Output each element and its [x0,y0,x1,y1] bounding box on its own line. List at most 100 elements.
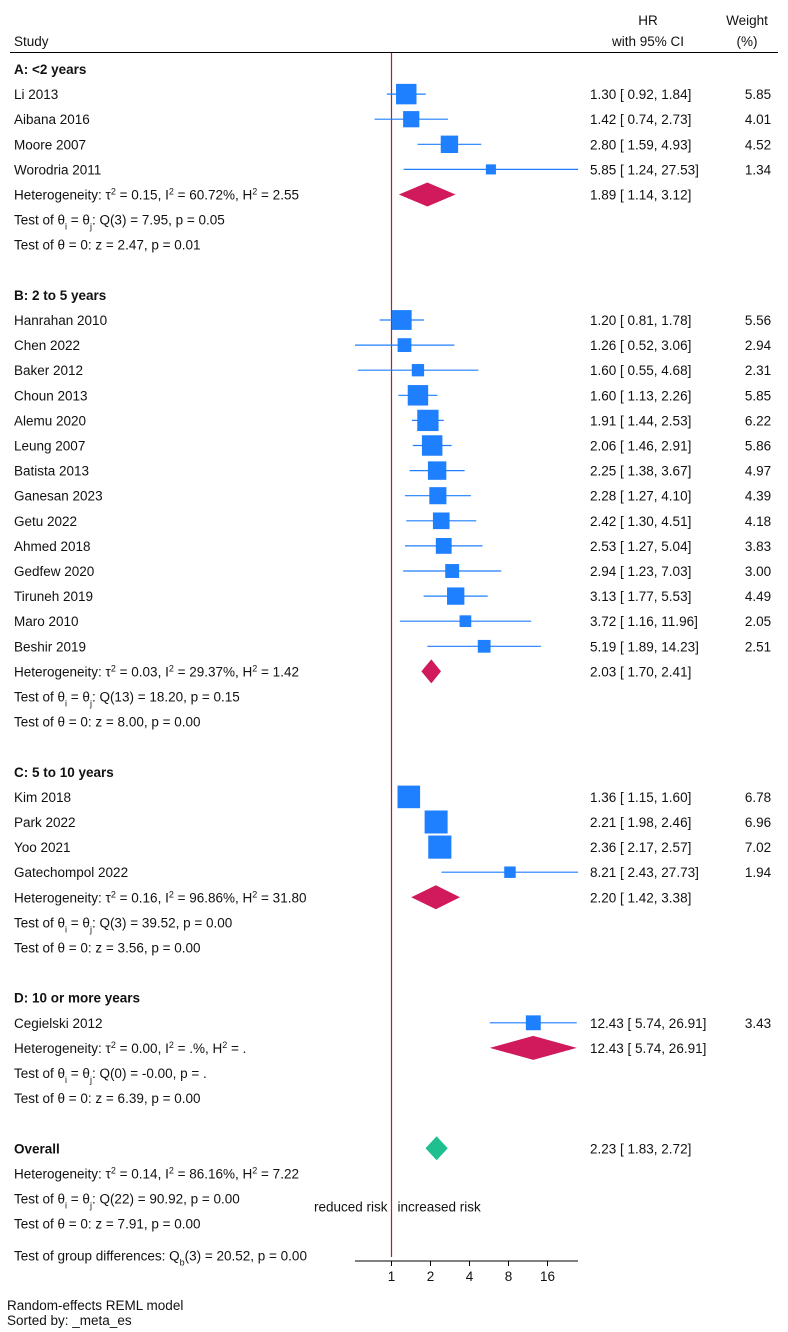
study-marker [440,135,459,153]
study-hr-ci: 2.36 [ 2.17, 2.57] [590,840,691,855]
study-marker [407,385,429,406]
study-label: Getu 2022 [14,514,77,529]
study-hr-ci: 1.91 [ 1.44, 2.53] [590,413,691,428]
study-marker [432,512,450,530]
study-marker [421,435,443,456]
group-heterogeneity: Heterogeneity: τ2 = 0.16, I2 = 96.86%, H… [14,889,306,905]
study-hr-ci: 1.36 [ 1.15, 1.60] [590,790,691,805]
study-weight: 5.85 [745,388,771,403]
study-weight: 4.39 [745,489,771,504]
study-label: Chen 2022 [14,338,80,353]
header-ci: with 95% CI [611,34,684,49]
study-weight: 2.51 [745,639,771,654]
study-label: Gatechompol 2022 [14,865,128,880]
study-weight: 2.31 [745,363,771,378]
study-hr-ci: 1.42 [ 0.74, 2.73] [590,112,691,127]
study-marker [427,461,447,480]
group-label: D: 10 or more years [14,991,140,1006]
study-hr-ci: 2.53 [ 1.27, 5.04] [590,539,691,554]
study-marker [424,810,448,834]
study-weight: 1.94 [745,865,772,880]
group-heterogeneity: Heterogeneity: τ2 = 0.00, I2 = .%, H2 = … [14,1040,246,1056]
study-weight: 4.49 [745,589,771,604]
study-label: Yoo 2021 [14,840,71,855]
study-label: Beshir 2019 [14,639,86,654]
study-marker [447,587,465,605]
direction-right: increased risk [398,1200,482,1215]
overall-diamond [425,1136,448,1161]
header-weight: Weight [726,13,768,28]
model-note: Random-effects REML model [7,1298,184,1313]
study-weight: 6.78 [745,790,771,805]
group-label: C: 5 to 10 years [14,765,114,780]
x-tick-label: 8 [505,1269,513,1284]
x-tick-label: 1 [388,1269,396,1284]
study-marker [477,639,491,653]
group-label: A: <2 years [14,62,86,77]
study-marker [396,83,417,105]
study-label: Worodria 2011 [14,162,101,177]
group-heterogeneity: Heterogeneity: τ2 = 0.03, I2 = 29.37%, H… [14,663,299,679]
group-q-test: Test of θi = θj: Q(3) = 7.95, p = 0.05 [14,213,225,232]
study-hr-ci: 1.26 [ 0.52, 3.06] [590,338,691,353]
study-label: Li 2013 [14,87,58,102]
study-marker [417,409,439,432]
subgroup-hr-ci: 12.43 [ 5.74, 26.91] [590,1041,706,1056]
study-label: Batista 2013 [14,464,89,479]
study-hr-ci: 1.60 [ 1.13, 2.26] [590,388,691,403]
study-weight: 6.22 [745,413,771,428]
study-weight: 1.34 [745,162,772,177]
study-weight: 6.96 [745,815,771,830]
sort-note: Sorted by: _meta_es [7,1313,132,1328]
study-weight: 5.86 [745,439,771,454]
study-label: Leung 2007 [14,439,85,454]
study-hr-ci: 2.25 [ 1.38, 3.67] [590,464,691,479]
study-weight: 3.00 [745,564,771,579]
study-label: Cegielski 2012 [14,1016,103,1031]
study-label: Choun 2013 [14,388,88,403]
group-q-test: Test of θi = θj: Q(3) = 39.52, p = 0.00 [14,915,232,934]
study-weight: 2.94 [745,338,772,353]
study-hr-ci: 5.19 [ 1.89, 14.23] [590,639,699,654]
subgroup-diamond [489,1035,577,1060]
overall-hr-ci: 2.23 [ 1.83, 2.72] [590,1141,691,1156]
study-marker [435,537,452,554]
subgroup-hr-ci: 2.03 [ 1.70, 2.41] [590,664,691,679]
study-hr-ci: 2.21 [ 1.98, 2.46] [590,815,691,830]
study-marker [397,338,412,352]
study-marker [525,1015,541,1031]
overall-z-test: Test of θ = 0: z = 7.91, p = 0.00 [14,1217,201,1232]
study-label: Moore 2007 [14,137,86,152]
overall-heterogeneity: Heterogeneity: τ2 = 0.14, I2 = 86.16%, H… [14,1165,299,1181]
group-label: B: 2 to 5 years [14,288,106,303]
study-hr-ci: 1.60 [ 0.55, 4.68] [590,363,691,378]
study-marker [459,615,472,628]
study-weight: 4.18 [745,514,771,529]
study-label: Aibana 2016 [14,112,90,127]
study-marker [428,835,452,859]
study-hr-ci: 2.80 [ 1.59, 4.93] [590,137,691,152]
study-label: Park 2022 [14,815,76,830]
study-label: Ahmed 2018 [14,539,91,554]
study-marker [429,487,447,505]
study-label: Kim 2018 [14,790,71,805]
header-study: Study [14,34,49,49]
group-z-test: Test of θ = 0: z = 3.56, p = 0.00 [14,941,201,956]
study-label: Tiruneh 2019 [14,589,93,604]
study-hr-ci: 2.28 [ 1.27, 4.10] [590,489,691,504]
study-marker [504,866,516,878]
study-marker [411,364,425,377]
study-hr-ci: 3.13 [ 1.77, 5.53] [590,589,691,604]
header-hr: HR [638,13,658,28]
x-tick-label: 4 [466,1269,474,1284]
study-weight: 3.83 [745,539,771,554]
subgroup-diamond [421,659,441,684]
study-hr-ci: 3.72 [ 1.16, 11.96] [590,614,698,629]
group-z-test: Test of θ = 0: z = 6.39, p = 0.00 [14,1091,201,1106]
study-hr-ci: 12.43 [ 5.74, 26.91] [590,1016,706,1031]
study-hr-ci: 1.30 [ 0.92, 1.84] [590,87,691,102]
group-z-test: Test of θ = 0: z = 2.47, p = 0.01 [14,238,201,253]
study-weight: 3.43 [745,1016,771,1031]
study-label: Alemu 2020 [14,413,86,428]
study-label: Ganesan 2023 [14,489,103,504]
